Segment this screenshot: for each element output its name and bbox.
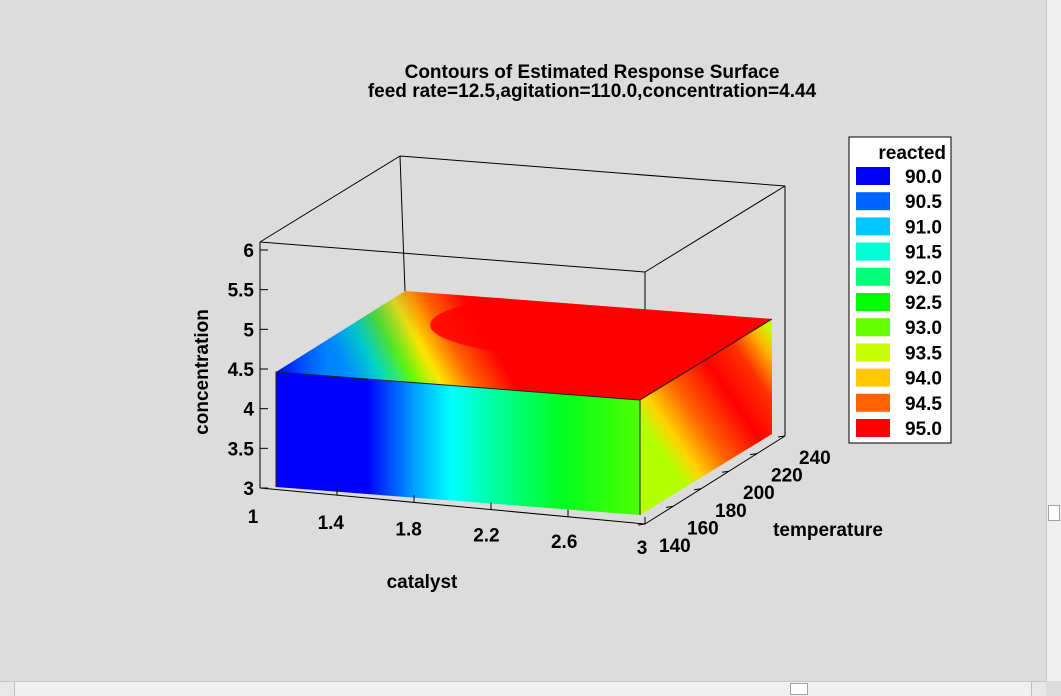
y-tick-label: 160 xyxy=(687,518,719,539)
legend-label: 95.0 xyxy=(905,419,942,440)
horizontal-scroll-thumb[interactable] xyxy=(790,683,808,695)
x-tick-label: 2.6 xyxy=(551,532,577,553)
z-tick-label: 5 xyxy=(243,320,254,341)
slab-side-face xyxy=(640,319,772,515)
vertical-scroll-thumb[interactable] xyxy=(1048,505,1060,521)
legend-swatch xyxy=(856,217,890,236)
z-axis-ticks: 3 3.5 4 4.5 5 5.5 6 xyxy=(228,241,268,500)
x-axis-ticks: 1 1.4 1.8 2.2 2.6 3 xyxy=(248,481,648,559)
y-tick-mark xyxy=(693,488,702,491)
scroll-corner xyxy=(1046,681,1061,696)
legend-swatch xyxy=(856,368,890,387)
legend-label: 91.5 xyxy=(905,243,942,264)
z-tick-label: 5.5 xyxy=(228,281,255,302)
y-axis-title: temperature xyxy=(773,520,883,541)
legend-swatch xyxy=(856,167,890,185)
x-tick-label: 2.2 xyxy=(473,526,499,547)
chart-title: Contours of Estimated Response Surface xyxy=(405,62,780,83)
legend-swatch xyxy=(856,318,890,337)
scroll-right-arrow[interactable] xyxy=(1031,682,1046,696)
legend-swatch xyxy=(856,293,890,311)
legend-swatch xyxy=(856,192,890,211)
vertical-scrollbar[interactable] xyxy=(1046,0,1061,681)
horizontal-scrollbar[interactable] xyxy=(0,681,1046,696)
legend-label: 93.5 xyxy=(905,343,942,364)
y-tick-mark xyxy=(721,470,730,473)
legend-swatch xyxy=(856,393,890,412)
y-tick-mark xyxy=(665,505,674,508)
y-tick-label: 240 xyxy=(799,448,831,469)
response-slab xyxy=(275,291,773,515)
axes xyxy=(259,435,786,525)
legend-label: 90.0 xyxy=(905,167,942,188)
y-tick-label: 220 xyxy=(771,466,803,487)
plot-window: Contours of Estimated Response Surface f… xyxy=(192,62,952,593)
legend-swatch xyxy=(856,343,890,362)
legend: reacted 90.0 90.5 91.0 91.5 92.0 92.5 93.0 93.5… xyxy=(848,136,952,444)
legend-label: 94.0 xyxy=(905,369,942,390)
legend-label: 91.0 xyxy=(905,217,942,238)
y-tick-label: 200 xyxy=(743,483,775,504)
slab-front-face xyxy=(276,372,640,515)
legend-swatch xyxy=(856,242,890,261)
legend-swatch xyxy=(856,419,890,437)
legend-title: reacted xyxy=(878,143,946,164)
chart-subtitle: feed rate=12.5,agitation=110.0,concentra… xyxy=(368,81,817,102)
z-tick-label: 3.5 xyxy=(228,439,255,460)
x-tick-label: 1.4 xyxy=(318,513,345,534)
y-tick-mark xyxy=(749,453,758,456)
legend-label: 92.0 xyxy=(905,268,942,289)
z-tick-label: 4.5 xyxy=(228,360,255,381)
legend-label: 93.0 xyxy=(905,318,942,339)
y-tick-mark xyxy=(637,523,646,526)
z-axis-title: concentration xyxy=(192,309,213,435)
z-tick-label: 3 xyxy=(243,479,254,500)
x-tick-label: 1 xyxy=(248,507,259,528)
response-surface-chart: Contours of Estimated Response Surface f… xyxy=(192,62,952,593)
y-tick-label: 180 xyxy=(715,501,747,522)
y-tick-label: 140 xyxy=(659,536,691,557)
legend-label: 90.5 xyxy=(905,192,942,213)
z-tick-label: 6 xyxy=(243,241,254,262)
scroll-left-arrow[interactable] xyxy=(0,682,15,696)
legend-label: 94.5 xyxy=(905,394,942,415)
legend-label: 92.5 xyxy=(905,293,942,314)
legend-frame xyxy=(848,136,952,444)
bounding-box-back xyxy=(259,155,786,488)
legend-items: 90.0 90.5 91.0 91.5 92.0 92.5 93.0 93.5 94.0 94.5… xyxy=(856,167,942,440)
y-tick-mark xyxy=(777,435,786,438)
x-tick-label: 1.8 xyxy=(395,519,421,540)
legend-swatch xyxy=(856,267,890,286)
x-axis-title: catalyst xyxy=(387,572,458,593)
x-tick-label: 3 xyxy=(637,538,648,559)
z-tick-label: 4 xyxy=(243,400,254,421)
